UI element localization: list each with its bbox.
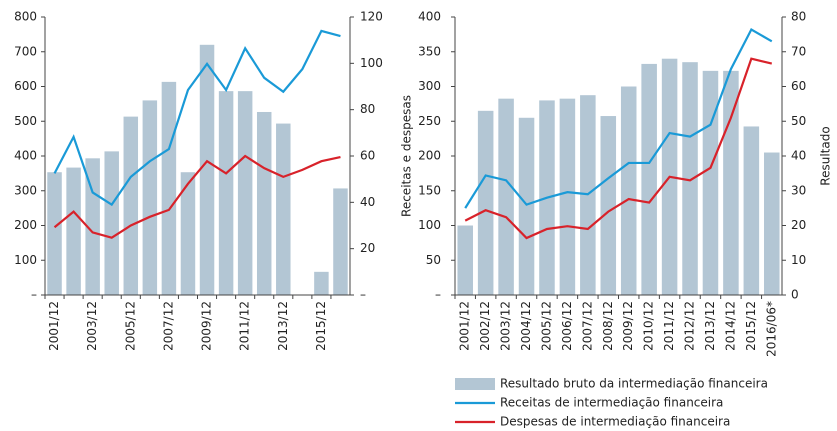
bar [142, 100, 158, 296]
x-tick-label: 2007/12 [580, 301, 594, 351]
bar [85, 158, 100, 295]
y2-tick-label: 80 [360, 102, 375, 116]
line-series [53, 29, 341, 207]
x-tick-label: 2006/12 [560, 301, 574, 351]
y-tick-label: 50 [426, 253, 441, 267]
x-tick-label: 2004/12 [519, 301, 533, 351]
x-tick-label: 2005/12 [123, 301, 137, 351]
y-tick-label: – [31, 288, 37, 302]
y-tick-label: 100 [418, 218, 441, 232]
y-tick-label: 600 [14, 79, 37, 93]
y2-tick-label: 80 [791, 10, 806, 24]
y-tick-label: 150 [418, 183, 441, 197]
y2-tick-label: – [360, 288, 366, 302]
legend-swatch [455, 378, 495, 390]
y-tick-label: 200 [14, 218, 37, 232]
y-tick-label: – [435, 288, 441, 302]
y2-tick-label: 40 [791, 149, 806, 163]
y-tick-label: 100 [14, 253, 37, 267]
bar [702, 70, 719, 295]
bar [518, 117, 535, 296]
bar [600, 116, 617, 295]
bar [276, 123, 291, 295]
x-tick-label: 2007/12 [161, 301, 175, 351]
y2-axis-title: Resultado [819, 126, 833, 185]
bar [477, 110, 494, 295]
y-tick-label: 300 [14, 183, 37, 197]
bar [104, 151, 119, 295]
y-tick-label: 350 [418, 44, 441, 58]
bar [161, 81, 177, 295]
bar [180, 172, 196, 295]
bar [218, 91, 234, 295]
x-tick-label: 2012/12 [683, 301, 697, 351]
y2-tick-label: 0 [791, 288, 799, 302]
y2-tick-label: 20 [791, 218, 806, 232]
x-tick-label: 2015/12 [314, 301, 328, 351]
x-tick-label: 2003/12 [85, 301, 99, 351]
x-tick-label: 2005/12 [539, 301, 553, 351]
x-tick-label: 2001/12 [458, 301, 472, 351]
bar [256, 111, 272, 295]
y-tick-label: 250 [418, 114, 441, 128]
bar [237, 91, 253, 295]
x-tick-label: 2014/12 [723, 301, 737, 351]
bar [620, 86, 637, 295]
x-tick-label: 2011/12 [238, 301, 252, 351]
x-tick-label: 2015/12 [744, 301, 758, 351]
bar [47, 172, 62, 295]
bar [314, 271, 329, 295]
legend-label: Receitas de intermediação financeira [500, 396, 723, 410]
legend-label: Resultado bruto da intermediação finance… [500, 377, 768, 391]
y2-tick-label: 20 [360, 241, 375, 255]
line-series [464, 57, 773, 240]
y2-tick-label: 30 [791, 183, 806, 197]
y-tick-label: 300 [418, 79, 441, 93]
legend-label: Despesas de intermediação financeira [500, 415, 730, 429]
y-tick-label: 800 [14, 10, 37, 24]
x-tick-label: 2008/12 [601, 301, 615, 351]
y2-tick-label: 120 [360, 10, 383, 24]
y-tick-label: 700 [14, 44, 37, 58]
y2-tick-label: 60 [360, 149, 375, 163]
bar [682, 62, 698, 295]
line-series [464, 27, 773, 209]
y-axis-title: Receitas e despesas [400, 95, 414, 217]
y-tick-label: 200 [418, 149, 441, 163]
y2-tick-label: 60 [791, 79, 806, 93]
bar [333, 188, 348, 295]
bar [66, 167, 81, 295]
line-series [53, 154, 341, 239]
y2-tick-label: 50 [791, 114, 806, 128]
x-tick-label: 2013/12 [276, 301, 290, 351]
bar [199, 44, 215, 295]
x-tick-label: 2003/12 [499, 301, 513, 351]
y-tick-label: 400 [14, 149, 37, 163]
y-tick-label: 500 [14, 114, 37, 128]
bar [743, 126, 760, 296]
y-tick-label: 400 [418, 10, 441, 24]
x-tick-label: 2001/12 [47, 301, 61, 351]
bar [498, 98, 514, 295]
x-tick-label: 2002/12 [478, 301, 492, 351]
x-tick-label: 2010/12 [642, 301, 656, 351]
bar [641, 63, 657, 295]
y2-tick-label: 70 [791, 44, 806, 58]
y2-tick-label: 40 [360, 195, 375, 209]
bar [123, 116, 139, 295]
bar [457, 225, 473, 295]
x-tick-label: 2009/12 [200, 301, 214, 351]
bar [559, 98, 576, 295]
y2-tick-label: 100 [360, 56, 383, 70]
bar [764, 152, 780, 295]
x-tick-label: 2009/12 [621, 301, 635, 351]
x-tick-label: 2013/12 [703, 301, 717, 351]
x-tick-label: 2016/06* [764, 301, 778, 357]
x-tick-label: 2011/12 [662, 301, 676, 351]
y2-tick-label: 10 [791, 253, 806, 267]
